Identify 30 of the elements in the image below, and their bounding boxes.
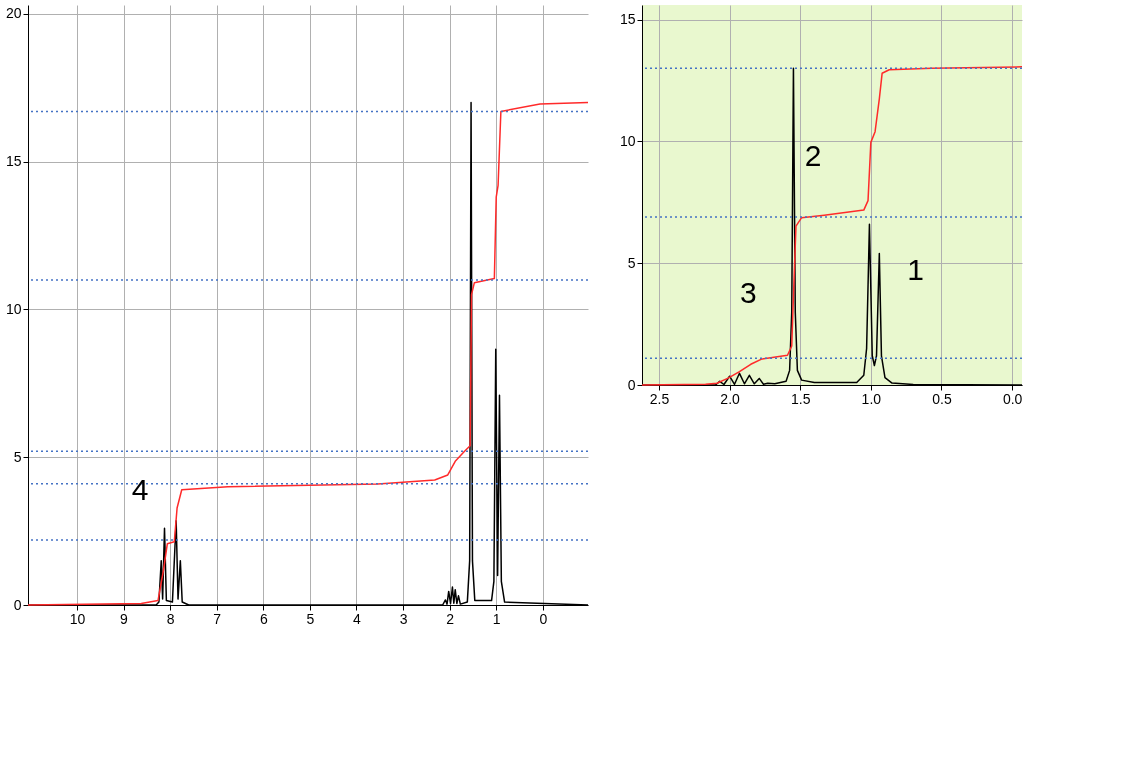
annotation: 2 (804, 139, 822, 172)
x-tick-label: 6 (259, 610, 268, 627)
x-tick-label: 1.5 (790, 390, 811, 407)
x-tick-label: 0.5 (932, 390, 952, 407)
y-tick-label: 5 (13, 448, 22, 465)
x-tick-label: 8 (166, 610, 175, 627)
x-tick-label: 4 (353, 610, 362, 627)
y-tick-label: 0 (627, 376, 636, 393)
annotation: 3 (740, 275, 757, 309)
y-tick-label: 10 (5, 300, 22, 317)
x-tick-label: 10 (69, 610, 86, 627)
y-tick-label: 15 (5, 153, 22, 170)
x-tick-label: 2.0 (720, 390, 741, 407)
x-tick-label: 1.0 (861, 390, 882, 407)
annotation: 4 (131, 473, 149, 506)
y-tick-label: 10 (619, 132, 636, 149)
x-tick-label: 0.0 (1002, 390, 1023, 407)
annotation: 1 (907, 253, 924, 286)
y-tick-label: 20 (5, 5, 22, 22)
x-tick-label: 3 (399, 610, 408, 627)
x-tick-label: 2.5 (649, 390, 670, 407)
y-tick-label: 15 (619, 11, 636, 28)
x-tick-label: 1 (492, 610, 501, 627)
x-tick-label: 0 (539, 610, 548, 627)
x-tick-label: 2 (446, 610, 455, 627)
y-tick-label: 0 (13, 596, 22, 613)
y-tick-label: 5 (627, 254, 636, 271)
x-tick-label: 7 (213, 610, 222, 627)
x-tick-label: 5 (306, 610, 315, 627)
x-tick-label: 9 (120, 610, 129, 627)
